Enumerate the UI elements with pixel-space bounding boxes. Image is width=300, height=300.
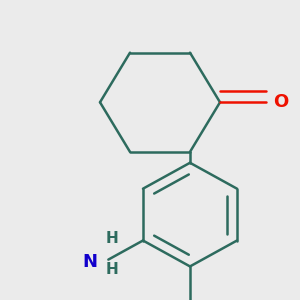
Text: N: N [82, 253, 97, 271]
Text: H: H [106, 262, 118, 277]
Text: H: H [106, 231, 118, 246]
Text: O: O [273, 93, 288, 111]
